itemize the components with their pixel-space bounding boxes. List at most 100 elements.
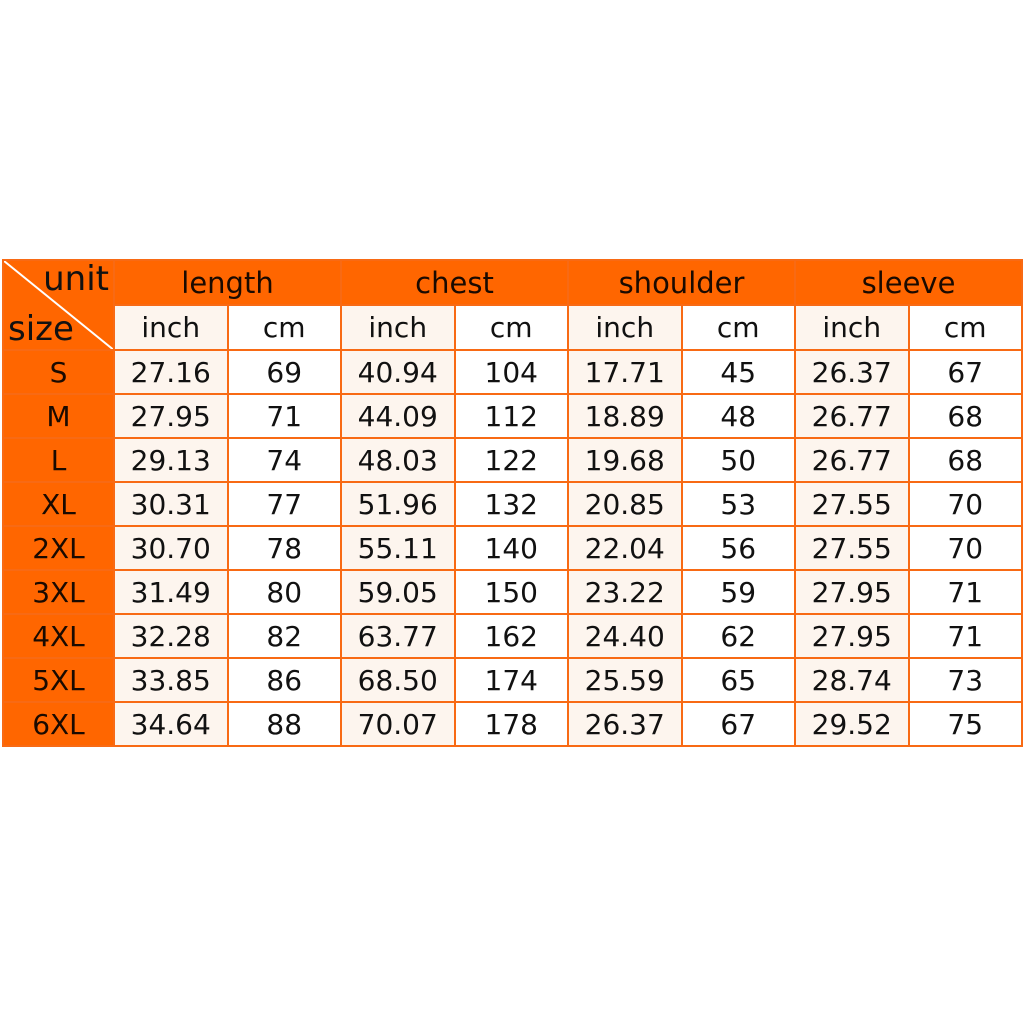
value-cell: 62: [680, 613, 796, 659]
value-cell: 48: [680, 393, 796, 439]
value-cell: 132: [453, 481, 569, 527]
value-cell: 28.74: [794, 657, 910, 703]
value-cell: 53: [680, 481, 796, 527]
value-cell: 178: [453, 701, 569, 747]
value-cell: 26.77: [794, 437, 910, 483]
group-header-length: length: [113, 259, 342, 306]
unit-header-inch: inch: [340, 304, 456, 351]
value-cell: 63.77: [340, 613, 456, 659]
value-cell: 80: [226, 569, 342, 615]
value-cell: 23.22: [567, 569, 683, 615]
unit-header-cm: cm: [680, 304, 796, 351]
size-cell: 5XL: [2, 657, 115, 703]
value-cell: 27.55: [794, 481, 910, 527]
size-cell: XL: [2, 481, 115, 527]
group-header-sleeve: sleeve: [794, 259, 1023, 306]
size-cell: 6XL: [2, 701, 115, 747]
unit-header-inch: inch: [113, 304, 229, 351]
size-label: size: [8, 309, 74, 349]
size-cell: L: [2, 437, 115, 483]
value-cell: 71: [226, 393, 342, 439]
table-row: 2XL 30.70 78 55.11 140 22.04 56 27.55 70: [2, 525, 1023, 571]
value-cell: 73: [907, 657, 1023, 703]
value-cell: 59.05: [340, 569, 456, 615]
value-cell: 29.13: [113, 437, 229, 483]
value-cell: 27.95: [794, 569, 910, 615]
group-header-shoulder: shoulder: [567, 259, 796, 306]
size-cell: M: [2, 393, 115, 439]
corner-header: unit size: [2, 259, 115, 351]
value-cell: 68.50: [340, 657, 456, 703]
value-cell: 31.49: [113, 569, 229, 615]
value-cell: 104: [453, 349, 569, 395]
unit-header-inch: inch: [794, 304, 910, 351]
value-cell: 59: [680, 569, 796, 615]
value-cell: 65: [680, 657, 796, 703]
value-cell: 150: [453, 569, 569, 615]
value-cell: 122: [453, 437, 569, 483]
table-row: L 29.13 74 48.03 122 19.68 50 26.77 68: [2, 437, 1023, 483]
size-cell: 4XL: [2, 613, 115, 659]
table-row: 3XL 31.49 80 59.05 150 23.22 59 27.95 71: [2, 569, 1023, 615]
table-row: S 27.16 69 40.94 104 17.71 45 26.37 67: [2, 349, 1023, 395]
value-cell: 30.31: [113, 481, 229, 527]
unit-label: unit: [43, 260, 109, 299]
size-cell: 3XL: [2, 569, 115, 615]
unit-header-cm: cm: [453, 304, 569, 351]
value-cell: 55.11: [340, 525, 456, 571]
value-cell: 67: [680, 701, 796, 747]
value-cell: 70.07: [340, 701, 456, 747]
value-cell: 140: [453, 525, 569, 571]
value-cell: 27.55: [794, 525, 910, 571]
size-chart-table: unit size length chest shoulder sleeve i…: [2, 259, 1023, 747]
value-cell: 20.85: [567, 481, 683, 527]
value-cell: 40.94: [340, 349, 456, 395]
value-cell: 68: [907, 437, 1023, 483]
value-cell: 24.40: [567, 613, 683, 659]
value-cell: 70: [907, 481, 1023, 527]
size-cell: 2XL: [2, 525, 115, 571]
value-cell: 26.77: [794, 393, 910, 439]
value-cell: 56: [680, 525, 796, 571]
value-cell: 71: [907, 569, 1023, 615]
table-row: XL 30.31 77 51.96 132 20.85 53 27.55 70: [2, 481, 1023, 527]
value-cell: 34.64: [113, 701, 229, 747]
value-cell: 19.68: [567, 437, 683, 483]
value-cell: 78: [226, 525, 342, 571]
value-cell: 26.37: [794, 349, 910, 395]
value-cell: 45: [680, 349, 796, 395]
value-cell: 162: [453, 613, 569, 659]
table-row: 4XL 32.28 82 63.77 162 24.40 62 27.95 71: [2, 613, 1023, 659]
value-cell: 70: [907, 525, 1023, 571]
value-cell: 32.28: [113, 613, 229, 659]
table-row: M 27.95 71 44.09 112 18.89 48 26.77 68: [2, 393, 1023, 439]
value-cell: 27.95: [113, 393, 229, 439]
value-cell: 71: [907, 613, 1023, 659]
value-cell: 112: [453, 393, 569, 439]
value-cell: 69: [226, 349, 342, 395]
value-cell: 29.52: [794, 701, 910, 747]
table-row: 5XL 33.85 86 68.50 174 25.59 65 28.74 73: [2, 657, 1023, 703]
value-cell: 17.71: [567, 349, 683, 395]
unit-header-cm: cm: [226, 304, 342, 351]
value-cell: 51.96: [340, 481, 456, 527]
value-cell: 26.37: [567, 701, 683, 747]
value-cell: 82: [226, 613, 342, 659]
value-cell: 75: [907, 701, 1023, 747]
value-cell: 30.70: [113, 525, 229, 571]
value-cell: 18.89: [567, 393, 683, 439]
value-cell: 50: [680, 437, 796, 483]
value-cell: 33.85: [113, 657, 229, 703]
value-cell: 67: [907, 349, 1023, 395]
unit-header-inch: inch: [567, 304, 683, 351]
diagonal-divider: [5, 262, 112, 348]
size-cell: S: [2, 349, 115, 395]
value-cell: 88: [226, 701, 342, 747]
value-cell: 86: [226, 657, 342, 703]
table-row: 6XL 34.64 88 70.07 178 26.37 67 29.52 75: [2, 701, 1023, 747]
value-cell: 25.59: [567, 657, 683, 703]
value-cell: 44.09: [340, 393, 456, 439]
value-cell: 174: [453, 657, 569, 703]
unit-header-cm: cm: [907, 304, 1023, 351]
value-cell: 27.95: [794, 613, 910, 659]
